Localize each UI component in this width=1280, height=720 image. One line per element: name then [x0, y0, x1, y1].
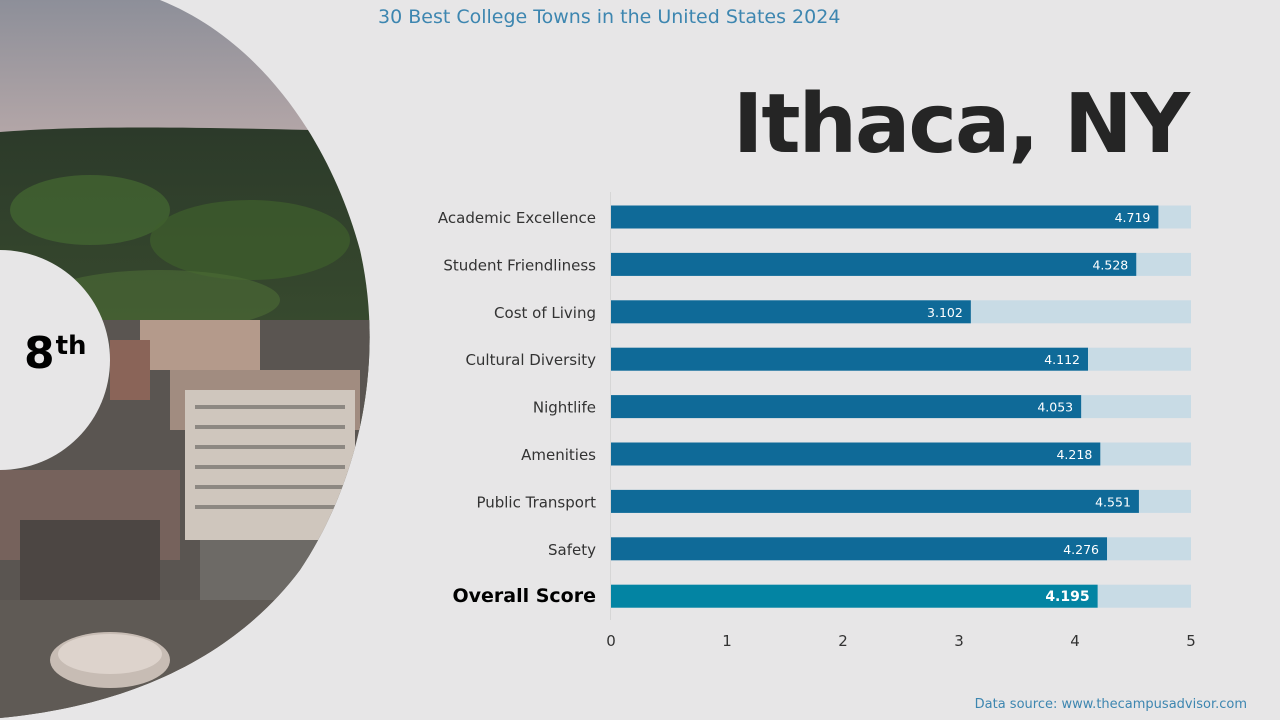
city-title: Ithaca, NY	[732, 77, 1190, 172]
bar	[611, 489, 1139, 513]
data-label: 4.195	[1045, 589, 1089, 605]
category-label: Cost of Living	[494, 304, 596, 322]
rank-label: 8th	[24, 332, 87, 376]
x-tick-label: 2	[838, 632, 848, 650]
bar	[611, 252, 1137, 276]
rank-number: 8	[24, 328, 55, 379]
data-label: 4.112	[1044, 352, 1080, 367]
x-tick-label: 4	[1070, 632, 1080, 650]
bar	[611, 442, 1101, 466]
x-tick-label: 1	[722, 632, 732, 650]
bar	[611, 584, 1098, 608]
data-source: Data source: www.thecampusadvisor.com	[974, 697, 1247, 712]
data-label: 4.528	[1092, 257, 1128, 272]
town-aerial-photo	[0, 0, 370, 718]
bar	[611, 205, 1159, 229]
bar	[611, 300, 971, 324]
x-tick-label: 0	[606, 632, 616, 650]
bar	[611, 537, 1108, 561]
bar	[611, 395, 1082, 419]
category-label: Amenities	[521, 446, 596, 464]
data-label: 4.276	[1063, 542, 1099, 557]
data-label: 3.102	[927, 305, 963, 320]
data-label: 4.053	[1037, 400, 1073, 415]
chart-super-title: 30 Best College Towns in the United Stat…	[378, 6, 841, 28]
category-label: Cultural Diversity	[465, 351, 596, 369]
x-tick-label: 3	[954, 632, 964, 650]
data-label: 4.719	[1115, 210, 1151, 225]
category-label: Overall Score	[452, 585, 596, 607]
data-label: 4.551	[1095, 494, 1131, 509]
category-label: Safety	[548, 541, 596, 559]
category-label: Academic Excellence	[438, 209, 596, 227]
category-label: Public Transport	[476, 493, 596, 511]
rank-suffix: th	[55, 331, 87, 361]
category-label: Nightlife	[533, 399, 596, 417]
bar	[611, 347, 1088, 371]
x-tick-label: 5	[1186, 632, 1196, 650]
category-label: Student Friendliness	[443, 256, 596, 274]
data-label: 4.218	[1056, 447, 1092, 462]
